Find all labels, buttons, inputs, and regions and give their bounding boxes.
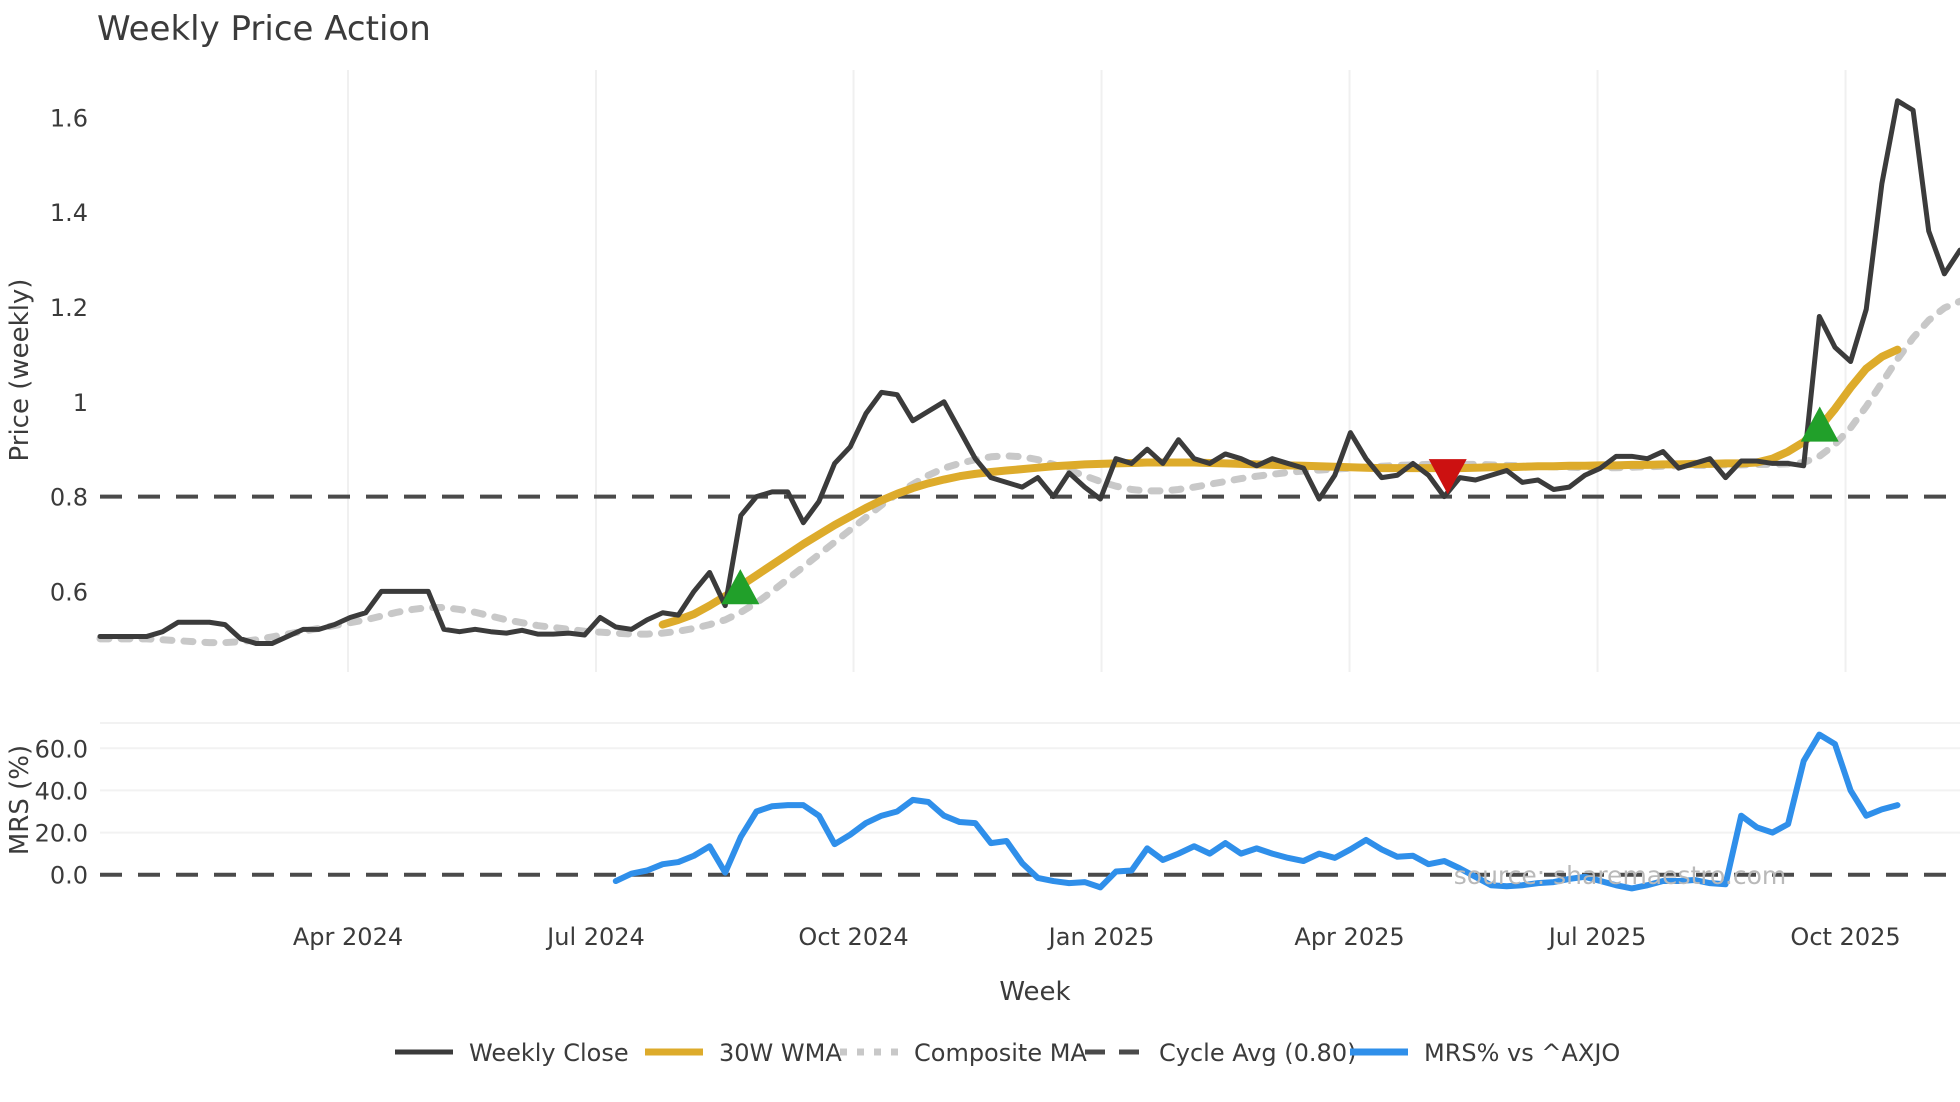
legend-item-mrs[interactable]: MRS% vs ^AXJO (1350, 1039, 1620, 1067)
x-tick-6: Oct 2025 (1790, 923, 1900, 951)
x-tick-0: Apr 2024 (293, 923, 403, 951)
mrs-series-group (100, 731, 1960, 892)
mrs-y-tick-labels: 60.0 40.0 20.0 0.0 (35, 735, 88, 889)
price-y-tick-0: 1.6 (50, 104, 88, 132)
price-y-tick-5: 0.6 (50, 578, 88, 606)
mrs-gridlines (100, 722, 1960, 834)
mrs-y-tick-3: 0.0 (50, 862, 88, 890)
buy-signal-marker[interactable] (721, 569, 760, 605)
legend-label-cycle_avg: Cycle Avg (0.80) (1159, 1039, 1356, 1067)
x-axis-label: Week (999, 977, 1070, 1007)
legend-label-mrs: MRS% vs ^AXJO (1424, 1039, 1620, 1067)
chart-legend: Weekly Close 30W WMA Composite MA Cycle Avg… (395, 1039, 1620, 1067)
price-y-tick-2: 1.2 (50, 294, 88, 322)
x-tick-5: Jul 2025 (1547, 923, 1647, 951)
price-y-tick-1: 1.4 (50, 199, 88, 227)
legend-item-cycle_avg[interactable]: Cycle Avg (0.80) (1085, 1039, 1356, 1067)
legend-label-weekly_close: Weekly Close (469, 1039, 629, 1067)
mrs-y-tick-2: 20.0 (35, 820, 88, 848)
signal-markers-group (721, 406, 1839, 605)
mrs-y-tick-0: 60.0 (35, 735, 88, 763)
price-series-group (96, 98, 1960, 647)
x-tick-2: Oct 2024 (798, 923, 908, 951)
legend-item-weekly_close[interactable]: Weekly Close (395, 1039, 629, 1067)
weekly-close-line (97, 98, 1960, 647)
price-y-tick-4: 0.8 (50, 484, 88, 512)
source-watermark: source: sharemaestro.com (1454, 861, 1787, 890)
x-tick-3: Jan 2025 (1047, 923, 1155, 951)
mrs-y-tick-1: 40.0 (35, 777, 88, 805)
price-y-tick-labels: 1.6 1.4 1.2 1 0.8 0.6 (50, 104, 88, 606)
legend-label-composite_ma: Composite MA (914, 1039, 1087, 1067)
x-axis-tick-labels: Apr 2024 Jul 2024 Oct 2024 Jan 2025 Apr 2025… (293, 923, 1901, 951)
page-title: Weekly Price Action (97, 9, 431, 49)
sell-signal-marker[interactable] (1428, 459, 1467, 495)
legend-label-wma: 30W WMA (719, 1039, 842, 1067)
price-y-tick-3: 1 (73, 389, 88, 417)
legend-item-wma[interactable]: 30W WMA (645, 1039, 842, 1067)
mrs-panel: 60.0 40.0 20.0 0.0 (35, 722, 1960, 892)
x-tick-4: Apr 2025 (1294, 923, 1404, 951)
legend-item-composite_ma[interactable]: Composite MA (840, 1039, 1087, 1067)
price-panel: 1.6 1.4 1.2 1 0.8 0.6 (50, 70, 1960, 672)
buy-signal-marker[interactable] (1800, 406, 1839, 442)
x-tick-1: Jul 2024 (545, 923, 645, 951)
mrs-axis-label: MRS (%) (5, 745, 35, 855)
price-gridlines (347, 70, 1847, 672)
mrs-line (612, 731, 1901, 892)
price-axis-label: Price (weekly) (5, 279, 35, 462)
